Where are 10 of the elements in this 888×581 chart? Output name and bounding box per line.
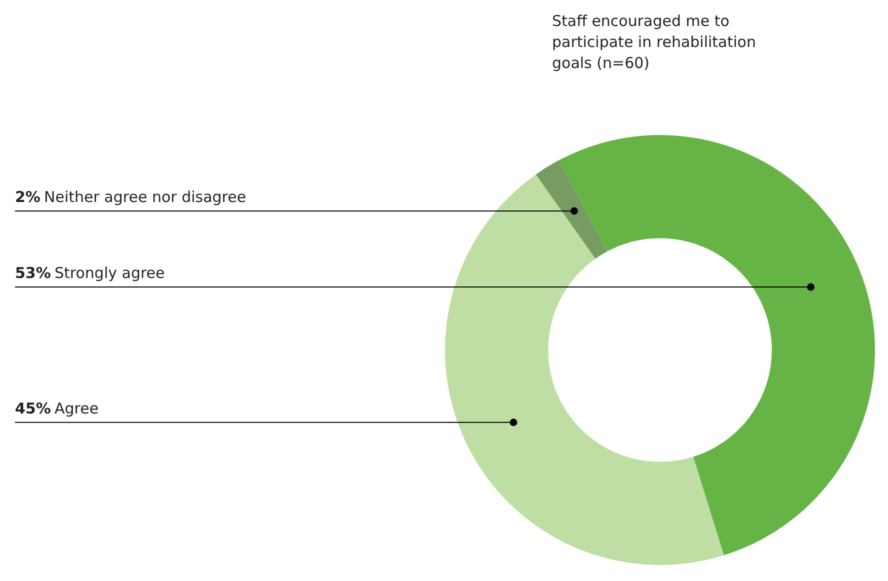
donut-slice: [558, 135, 875, 556]
donut-slice: [536, 160, 608, 259]
donut-slice: [445, 174, 724, 565]
data-label: 2%: [15, 188, 40, 206]
data-label: 53%: [15, 264, 51, 282]
chart-title: Staff encouraged me to participate in rehabilitation goals (n=60): [552, 12, 756, 72]
data-label: 45%: [15, 399, 51, 418]
slice-label: Strongly agree: [54, 264, 165, 282]
slice-label: Agree: [54, 399, 99, 418]
slice-label: Neither agree nor disagree: [44, 188, 246, 206]
